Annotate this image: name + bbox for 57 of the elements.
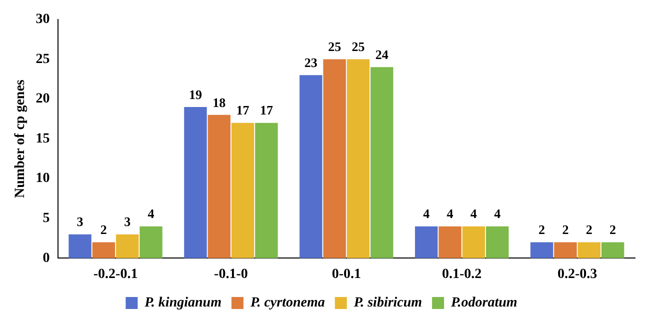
- data-label: 23: [304, 54, 318, 70]
- y-tick-label: 30: [36, 12, 50, 28]
- bar: [231, 122, 254, 258]
- bar: [255, 122, 278, 258]
- data-label: 3: [124, 214, 132, 230]
- x-tick-label: 0.1-0.2: [442, 267, 482, 282]
- x-tick-label: 0-0.1: [332, 267, 361, 282]
- bar: [116, 234, 139, 258]
- bar: [601, 242, 624, 258]
- bar: [438, 226, 462, 258]
- bar: [300, 75, 322, 258]
- legend-label: P. cyrtonema: [250, 296, 325, 311]
- bar: [462, 226, 486, 258]
- bar: [140, 226, 162, 258]
- data-label: 2: [610, 222, 616, 238]
- bar: [486, 226, 509, 258]
- x-tick-label: -0.2-0.1: [93, 267, 138, 282]
- legend-label: P.odoratum: [451, 296, 518, 311]
- data-label: 25: [328, 39, 342, 54]
- data-label: 18: [212, 94, 226, 110]
- bar: [208, 114, 230, 258]
- y-tick-label: 20: [36, 92, 50, 107]
- data-label: 17: [260, 102, 274, 118]
- y-tick-label: 10: [36, 171, 50, 186]
- y-tick-label: 0: [42, 250, 50, 266]
- bar: [184, 106, 207, 258]
- bar: [92, 242, 116, 258]
- x-tick-label: 0.2-0.3: [557, 267, 598, 282]
- data-label: 17: [236, 102, 250, 118]
- data-label: 3: [76, 214, 84, 230]
- data-label: 4: [423, 206, 430, 222]
- data-label: 4: [494, 206, 502, 222]
- bar: [578, 242, 600, 258]
- data-label: 2: [562, 222, 569, 238]
- bar: [530, 242, 554, 258]
- bar: [370, 67, 394, 258]
- y-tick-label: 25: [36, 52, 50, 67]
- bar: [554, 242, 577, 258]
- legend-label: P. kingianum: [144, 296, 222, 311]
- data-label: 4: [470, 206, 478, 222]
- y-tick-label: 15: [36, 131, 50, 146]
- data-label: 4: [446, 206, 454, 222]
- bar: [68, 234, 92, 258]
- data-label: 2: [586, 222, 592, 238]
- y-tick-label: 5: [42, 211, 50, 226]
- x-tick-label: -0.1-0: [214, 267, 248, 282]
- legend-label: P. sibiricum: [354, 296, 422, 311]
- data-label: 2: [100, 222, 107, 238]
- data-label: 19: [188, 86, 202, 102]
- data-label: 25: [352, 39, 366, 54]
- bar: [323, 59, 346, 258]
- bar: [414, 226, 438, 258]
- data-label: 24: [375, 47, 389, 62]
- y-axis-title: Number of cp genes: [13, 79, 28, 198]
- data-label: 2: [538, 222, 546, 238]
- data-label: 4: [148, 206, 155, 222]
- bar: [346, 59, 370, 258]
